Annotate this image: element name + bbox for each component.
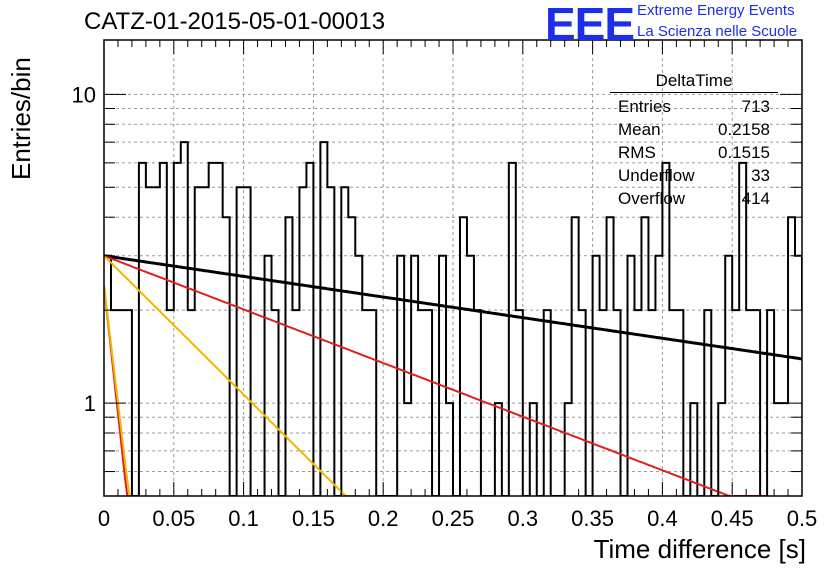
eee-logo: EEE: [545, 0, 635, 50]
stats-label: Mean: [618, 120, 661, 139]
stats-row: RMS 0.1515: [610, 141, 778, 164]
stats-value: 0.2158: [718, 120, 770, 139]
chart-title: CATZ-01-2015-05-01-00013: [84, 8, 386, 35]
fit-curve: [104, 254, 802, 361]
x-tick-label: 0.45: [711, 506, 754, 531]
x-tick-label: 0.25: [432, 506, 475, 531]
brand-line-1: Extreme Energy Events: [637, 2, 795, 19]
y-tick-label: 1: [84, 391, 96, 416]
stats-label: RMS: [618, 143, 656, 162]
stats-row: Mean 0.2158: [610, 118, 778, 141]
x-tick-label: 0.4: [647, 506, 678, 531]
fit-curve: [104, 285, 132, 496]
fit-curve: [104, 254, 768, 496]
fit-curve: [104, 255, 360, 496]
x-tick-label: 0.2: [368, 506, 399, 531]
x-tick-label: 0.5: [787, 506, 818, 531]
x-tick-label: 0.05: [152, 506, 195, 531]
x-tick-label: 0.1: [228, 506, 259, 531]
stats-label: Overflow: [618, 189, 686, 208]
y-axis-label: Entries/bin: [6, 57, 36, 180]
y-tick-label: 10: [72, 82, 96, 107]
stats-label: Underflow: [618, 166, 695, 185]
x-tick-label: 0.3: [508, 506, 539, 531]
stats-value: 0.1515: [718, 143, 770, 162]
x-axis-label: Time difference [s]: [593, 534, 806, 564]
stats-row: Underflow 33: [610, 164, 778, 187]
stats-box: DeltaTime Entries 713 Mean 0.2158 RMS 0.151…: [610, 70, 778, 210]
x-tick-label: 0.35: [571, 506, 614, 531]
x-tick-label: 0.15: [292, 506, 335, 531]
brand-line-2: La Scienza nelle Scuole: [637, 23, 798, 40]
stats-title: DeltaTime: [610, 70, 778, 93]
stats-value: 414: [741, 189, 770, 208]
stats-label: Entries: [618, 97, 671, 116]
x-tick-label: 0: [98, 506, 110, 531]
stats-row: Overflow 414: [610, 187, 778, 210]
stats-row: Entries 713: [610, 95, 778, 118]
stats-value: 33: [751, 166, 770, 185]
stats-value: 713: [741, 97, 770, 116]
